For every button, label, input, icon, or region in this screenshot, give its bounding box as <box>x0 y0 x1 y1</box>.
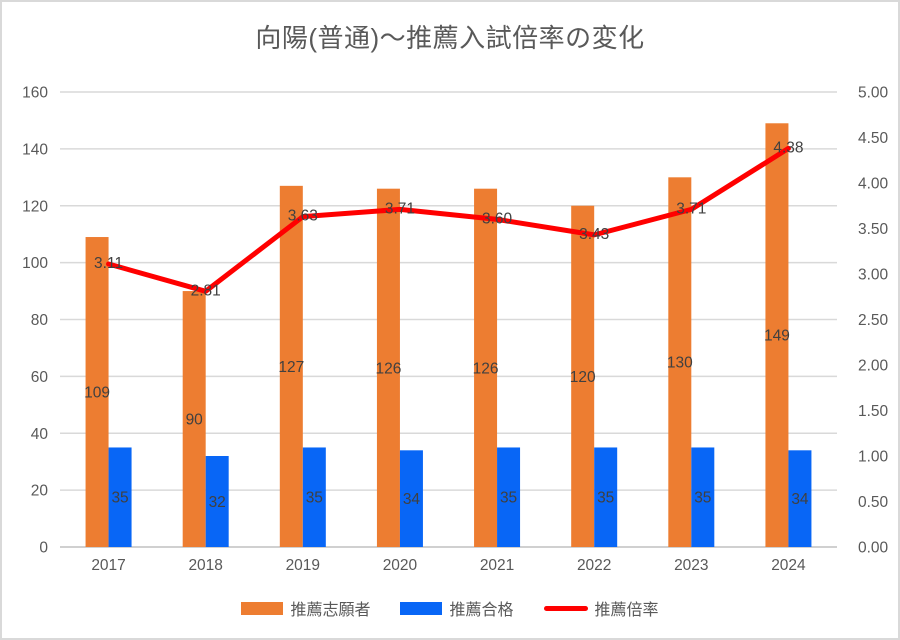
y-axis-tick-label: 40 <box>31 426 49 443</box>
legend-swatch-line-2 <box>543 605 588 611</box>
bar-applicants <box>668 177 692 547</box>
y2-axis-tick-label: 3.00 <box>858 267 889 284</box>
bar-applicants <box>279 185 303 547</box>
y2-axis-tick-label: 4.00 <box>858 176 889 193</box>
y2-axis-tick-label: 1.50 <box>858 403 889 420</box>
bar-label: 90 <box>186 412 204 429</box>
line-label: 3.60 <box>482 210 513 227</box>
x-axis-tick-label: 2021 <box>480 557 514 574</box>
bar-applicants <box>182 291 206 547</box>
line-label: 3.11 <box>94 255 123 272</box>
bar-applicants <box>765 123 789 547</box>
legend: 推薦志願者 推薦合格 推薦倍率 <box>2 596 898 620</box>
bar-accepted <box>302 447 326 547</box>
y2-axis-tick-label: 1.00 <box>858 449 889 466</box>
x-axis-tick-label: 2023 <box>674 557 708 574</box>
y2-axis-tick-label: 5.00 <box>858 85 889 102</box>
x-axis-tick-label: 2018 <box>188 557 222 574</box>
line-label: 3.71 <box>385 200 415 217</box>
bar-label: 127 <box>278 359 304 376</box>
line-label: 4.38 <box>773 139 803 156</box>
x-axis-tick-label: 2017 <box>91 557 125 574</box>
line-label: 2.81 <box>191 282 221 299</box>
legend-label-1: 推薦合格 <box>449 602 514 619</box>
bar-accepted <box>205 456 229 547</box>
y-axis-tick-label: 100 <box>22 255 48 272</box>
bar-applicants <box>85 237 109 547</box>
line-label: 3.63 <box>288 208 318 225</box>
y-axis-tick-label: 0 <box>39 540 48 557</box>
bar-applicants <box>571 205 595 547</box>
line-label: 3.71 <box>676 200 706 217</box>
bar-accepted <box>788 450 812 547</box>
x-axis-tick-label: 2024 <box>771 557 806 574</box>
bar-applicants <box>474 188 498 547</box>
y2-axis-tick-label: 0.50 <box>858 494 889 511</box>
y-axis-tick-label: 120 <box>22 198 48 215</box>
y2-axis-tick-label: 4.50 <box>858 130 889 147</box>
bar-accepted <box>497 447 521 547</box>
ratio-line <box>106 145 791 294</box>
bar-label: 35 <box>306 490 323 507</box>
bar-label: 149 <box>764 328 790 345</box>
y2-axis-tick-label: 2.00 <box>858 358 889 375</box>
y2-axis-tick-label: 3.50 <box>858 221 889 238</box>
bar-applicants <box>376 188 400 547</box>
bar-label: 109 <box>84 385 110 402</box>
bar-accepted <box>108 447 132 547</box>
y-axis-tick-label: 140 <box>22 141 48 158</box>
y-axis-tick-label: 80 <box>31 312 49 329</box>
bar-label: 34 <box>403 491 421 508</box>
y-axis-tick-label: 20 <box>31 483 49 500</box>
bar-label: 35 <box>597 490 614 507</box>
legend-item-0: 推薦志願者 <box>241 596 370 620</box>
line-label: 3.43 <box>579 226 609 243</box>
bar-label: 32 <box>209 494 226 511</box>
legend-label-0: 推薦志願者 <box>290 602 371 619</box>
legend-swatch-bar-0 <box>241 601 284 615</box>
x-axis-tick-label: 2022 <box>577 557 611 574</box>
y-axis-tick-label: 60 <box>31 369 49 386</box>
bar-accepted <box>691 447 715 547</box>
bar-label: 130 <box>667 355 693 372</box>
y-axis-tick-label: 160 <box>22 85 48 102</box>
bar-label: 126 <box>473 360 499 377</box>
bar-label: 35 <box>500 490 517 507</box>
bar-label: 126 <box>376 360 402 377</box>
bar-label: 120 <box>570 369 596 386</box>
y2-axis-tick-label: 0.00 <box>858 540 889 557</box>
x-axis-tick-label: 2019 <box>286 557 320 574</box>
chart-title: 向陽(普通)〜推薦入試倍率の変化 <box>255 23 645 53</box>
legend-item-2: 推薦倍率 <box>543 596 659 620</box>
legend-item-1: 推薦合格 <box>400 596 514 620</box>
bar-label: 35 <box>694 490 711 507</box>
bar-label: 34 <box>791 491 809 508</box>
legend-label-2: 推薦倍率 <box>594 602 659 619</box>
y2-axis-tick-label: 2.50 <box>858 312 889 329</box>
bar-accepted <box>399 450 423 547</box>
bar-label: 35 <box>111 490 128 507</box>
x-axis-tick-label: 2020 <box>383 557 418 574</box>
bar-accepted <box>594 447 618 547</box>
legend-swatch-bar-1 <box>400 601 443 615</box>
